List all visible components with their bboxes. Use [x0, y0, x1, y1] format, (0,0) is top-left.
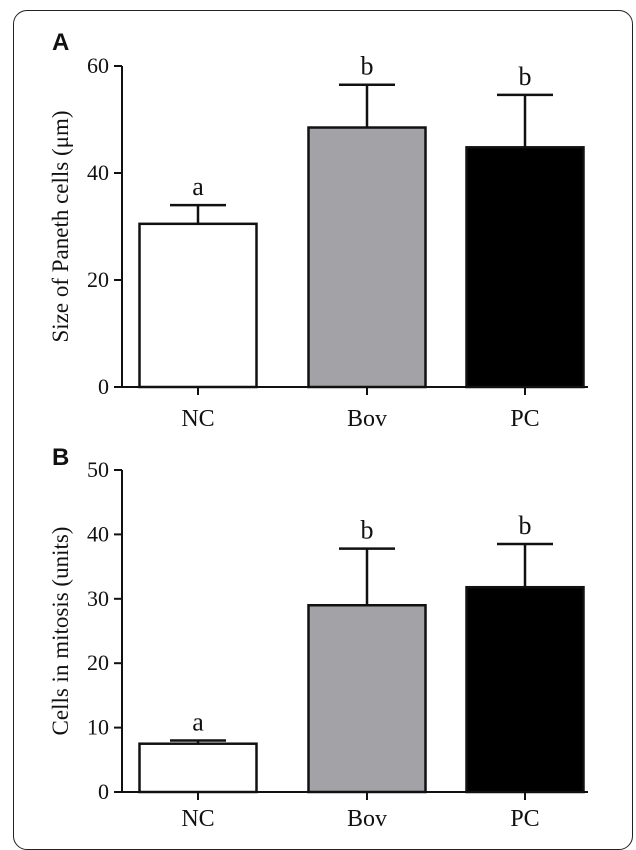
x-tick-label: NC — [181, 806, 214, 829]
chart-panel-a: A Size of Paneth cells (μm) 0 20 40 60 NC a Bov b… — [48, 29, 588, 432]
significance-label: b — [361, 516, 374, 545]
significance-label: b — [519, 62, 532, 91]
y-tick-label: 0 — [98, 374, 109, 399]
y-axis-title: Cells in mitosis (units) — [48, 527, 73, 736]
y-tick-label: 40 — [87, 160, 109, 185]
chart-panel-b: B Cells in mitosis (units) 0 10 20 30 40 50 NC a B… — [48, 444, 588, 829]
significance-label: a — [192, 707, 204, 736]
bar-pc — [465, 585, 585, 794]
figure-svg: A Size of Paneth cells (μm) 0 20 40 60 NC a Bov b… — [48, 29, 588, 829]
panel-label: B — [52, 444, 69, 471]
y-axis-title: Size of Paneth cells (μm) — [48, 110, 73, 342]
panel-label: A — [52, 29, 69, 56]
y-tick-label: 10 — [87, 715, 109, 740]
y-tick-label: 20 — [87, 650, 109, 675]
y-tick-label: 20 — [87, 267, 109, 292]
x-tick-label: Bov — [347, 406, 387, 432]
significance-label: a — [192, 172, 204, 201]
significance-label: b — [519, 511, 532, 540]
bar-bov — [307, 603, 427, 794]
y-tick-label: 0 — [98, 779, 109, 804]
bar-nc — [138, 742, 258, 794]
bar-nc — [138, 222, 258, 389]
x-tick-label: Bov — [347, 806, 387, 829]
y-tick-label: 30 — [87, 586, 109, 611]
x-tick-label: PC — [510, 806, 539, 829]
x-tick-label: PC — [510, 406, 539, 432]
y-tick-label: 60 — [87, 53, 109, 78]
bar-pc — [465, 146, 585, 389]
x-tick-label: NC — [181, 406, 214, 432]
significance-label: b — [361, 52, 374, 81]
y-tick-label: 50 — [87, 457, 109, 482]
y-tick-label: 40 — [87, 521, 109, 546]
bar-bov — [307, 126, 427, 389]
